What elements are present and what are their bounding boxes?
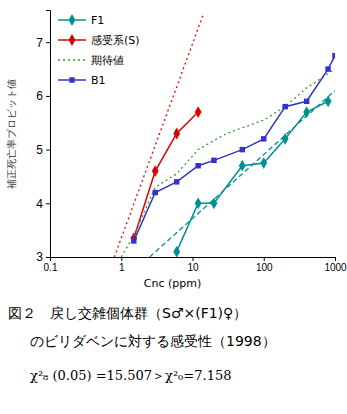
y-tick: 6 — [36, 89, 50, 103]
x-tick-mark — [121, 257, 122, 261]
data-point — [261, 136, 266, 141]
data-point — [211, 197, 218, 209]
series-group — [114, 15, 335, 257]
data-point — [173, 128, 180, 140]
series-line — [121, 69, 335, 257]
x-axis-line — [51, 258, 336, 262]
plot: 0.1 1 10 100 1000 3 4 5 6 7 F1 感受系(S) 期待値 B1 — [36, 11, 347, 274]
series-line — [134, 56, 335, 241]
x-tick-mark — [264, 257, 265, 261]
legend-entry: B1 — [58, 74, 106, 87]
legend-line — [58, 59, 86, 61]
legend-entry: 期待値 — [58, 54, 124, 67]
data-point — [152, 165, 159, 177]
legend-marker — [69, 34, 76, 46]
data-point — [239, 160, 246, 172]
x-tick: 1000 — [324, 257, 347, 273]
x-tick: 100 — [256, 257, 273, 273]
data-point — [304, 99, 309, 104]
data-point — [131, 238, 136, 243]
x-axis-label: Cnc (ppm) — [144, 277, 201, 290]
y-tick: 4 — [36, 197, 50, 211]
x-tick-label: 1000 — [324, 262, 347, 273]
legend-entry: F1 — [58, 14, 104, 27]
legend-marker — [69, 14, 76, 26]
data-point — [282, 104, 287, 109]
x-tick-label: 10 — [187, 262, 199, 273]
y-tick-label: 5 — [36, 143, 43, 157]
data-point — [332, 53, 335, 58]
y-tick: 5 — [36, 143, 50, 157]
caption-subtitle: χ²₈ (0.05) =15.507＞χ²₀=7.158 — [30, 368, 231, 383]
x-tick-label: 0.1 — [44, 262, 58, 273]
data-point — [260, 157, 267, 169]
y-axis-line — [46, 11, 51, 258]
x-tick: 1 — [119, 257, 125, 273]
y-tick-label: 7 — [36, 36, 43, 50]
x-tick-label: 100 — [256, 262, 273, 273]
y-tick-label: 3 — [36, 250, 43, 264]
legend-label: F1 — [91, 14, 104, 27]
x-tick-mark — [335, 257, 336, 261]
y-tick-label: 6 — [36, 89, 43, 103]
y-tick-mark — [46, 203, 50, 204]
data-point — [195, 197, 202, 209]
series-line — [150, 91, 335, 257]
data-point — [173, 246, 180, 257]
legend-label: 期待値 — [91, 54, 124, 67]
legend-label: 感受系(S) — [91, 34, 140, 47]
y-tick-mark — [46, 150, 50, 151]
legend-label: B1 — [91, 74, 106, 87]
y-tick-mark — [46, 257, 50, 258]
caption-title: のビリダベンに対する感受性（1998） — [30, 333, 276, 349]
legend: F1 感受系(S) 期待値 B1 — [58, 14, 140, 87]
y-axis-label: 補正死亡率プロビット値 — [6, 79, 17, 189]
x-tick: 10 — [187, 257, 199, 273]
data-point — [282, 133, 289, 145]
y-tick-mark — [46, 42, 50, 43]
x-tick: 0.1 — [44, 257, 58, 273]
y-axis: 3 4 5 6 7 — [36, 11, 50, 265]
series-line — [114, 15, 203, 257]
data-point — [211, 158, 216, 163]
caption-title: 図２ 戻し交雑個体群（S♂×(F1)♀） — [8, 305, 247, 321]
data-point — [174, 179, 179, 184]
legend-entry: 感受系(S) — [58, 34, 140, 47]
data-point — [153, 190, 158, 195]
data-point — [240, 147, 245, 152]
x-axis: 0.1 1 10 100 1000 — [44, 257, 347, 273]
data-point — [195, 163, 200, 168]
y-tick-label: 4 — [36, 197, 43, 211]
data-point — [325, 66, 330, 71]
legend-marker — [69, 77, 74, 82]
x-tick-mark — [193, 257, 194, 261]
x-tick-label: 1 — [119, 262, 125, 273]
data-point — [195, 106, 202, 118]
chart: 0.1 1 10 100 1000 3 4 5 6 7 F1 感受系(S) 期待値 B1 Cnc (ppm)… — [0, 0, 347, 414]
y-tick-mark — [46, 96, 50, 97]
y-tick: 3 — [36, 250, 50, 264]
y-tick: 7 — [36, 36, 50, 50]
data-point — [325, 95, 332, 107]
